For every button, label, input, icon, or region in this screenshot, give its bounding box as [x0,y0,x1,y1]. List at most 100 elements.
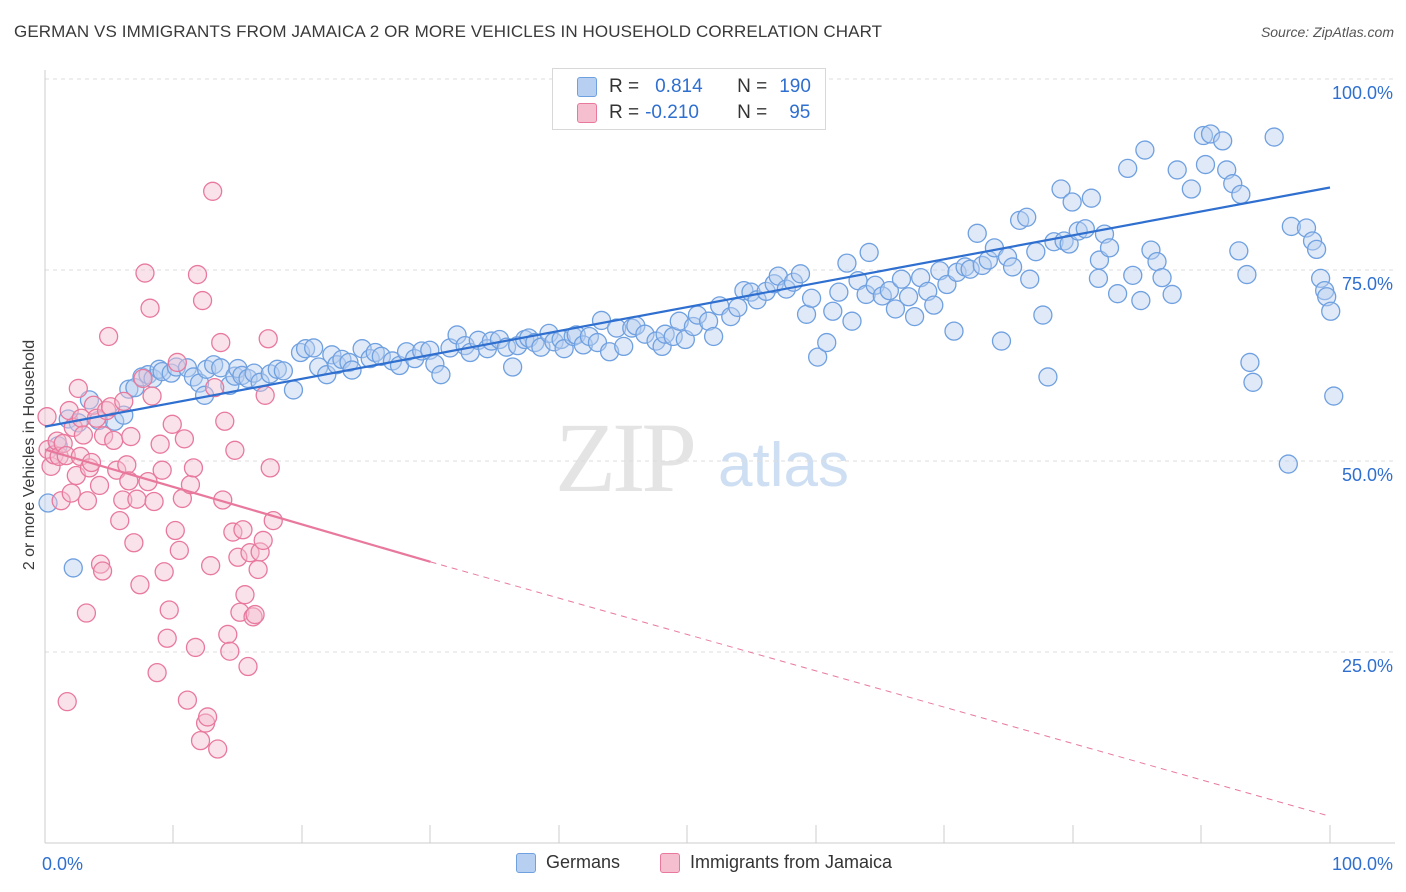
jamaica-point [57,692,77,712]
german-point [283,380,304,400]
stats-legend-box: R = 0.814 N = 190 R = -0.210 N = 95 [552,68,826,130]
jamaica-point [37,407,57,427]
jamaica-point [152,460,172,480]
x-tick-label: 100.0% [1332,854,1393,874]
german-point [1193,125,1214,146]
german-point [1135,140,1155,160]
german-point [502,357,523,377]
jamaica-point [208,739,228,759]
german-point [1317,287,1337,307]
german-point [1152,267,1172,288]
jamaica-point [162,414,182,434]
jamaica-point [150,434,170,454]
german-point [837,253,857,273]
german-point [1038,367,1058,387]
german-point [396,342,417,362]
n-value: 95 [789,102,811,123]
german-point [1243,372,1263,392]
jamaica-point [263,510,283,531]
jamaica-point [248,559,268,580]
german-point [339,352,359,373]
jamaica-point [211,332,231,353]
jamaica-point [104,430,124,451]
german-point [808,347,828,367]
german-point [1147,251,1167,272]
jamaica-point [218,624,238,645]
jamaica-point [250,542,270,562]
r-value: 0.814 [655,76,703,97]
german-point [829,282,849,302]
german-point [1306,239,1327,260]
german-point [322,345,342,365]
jamaica-point [127,489,147,509]
german-point [796,304,817,324]
german-point [683,316,704,337]
german-point [891,269,912,289]
german-point [607,318,627,338]
german-point [960,259,980,279]
german-point [1107,284,1128,304]
german-point [898,287,919,307]
german-point [703,326,724,347]
german-point [599,342,620,362]
r-label: R = [609,102,640,123]
german-point [431,365,451,385]
german-point [790,264,811,284]
german-point [967,223,987,243]
german-point [817,332,837,353]
watermark-zip: ZIP [555,402,697,513]
jamaica-point [177,690,198,710]
jamaica-swatch [577,103,597,123]
german-point [669,311,689,331]
jamaica-point [92,561,113,581]
german-point [1081,188,1102,208]
jamaica-point [130,575,150,595]
jamaica-point [233,520,253,540]
jamaica-point [133,368,153,389]
german-point [1141,240,1161,260]
german-point [635,324,655,344]
jamaica-point [192,290,213,311]
jamaica-point [53,433,73,454]
legend-item-germans: Germans [516,852,620,873]
german-point [304,338,324,358]
jamaica-point [77,491,98,511]
jamaica-point [180,475,201,495]
jamaica-point [235,585,255,605]
german-point [1088,268,1109,289]
german-point [1167,160,1187,180]
german-point [972,255,992,276]
jamaica-point [113,490,133,510]
german-point [823,301,843,321]
jamaica-point [98,326,119,347]
r-value: -0.210 [645,102,699,123]
jamaica-point [200,556,221,576]
germans-swatch [577,77,597,97]
y-tick-label: 100.0% [1332,83,1393,103]
n-label: N = [737,76,768,97]
german-point [1231,184,1251,205]
jamaica-point [238,656,258,677]
german-point [842,311,862,331]
german-point [1264,127,1284,147]
german-trend-line [44,186,1331,428]
jamaica-point [185,637,206,658]
jamaica-point [51,491,71,511]
y-tick-label: 75.0% [1342,274,1393,294]
german-point [273,361,294,381]
jamaica-point [142,386,162,406]
german-point [1278,454,1298,474]
german-point [1181,179,1201,199]
jamaica-point [73,425,94,445]
jamaica-point [124,533,144,553]
german-point [295,339,316,359]
german-point [859,242,879,263]
jamaica-point [183,458,204,478]
jamaica-point [205,378,225,398]
jamaica-point [228,547,248,567]
stats-row-jamaica: R = -0.210 N = 95 [577,101,810,125]
german-point [904,306,925,327]
jamaica-point [140,298,160,318]
german-point [1099,238,1120,258]
